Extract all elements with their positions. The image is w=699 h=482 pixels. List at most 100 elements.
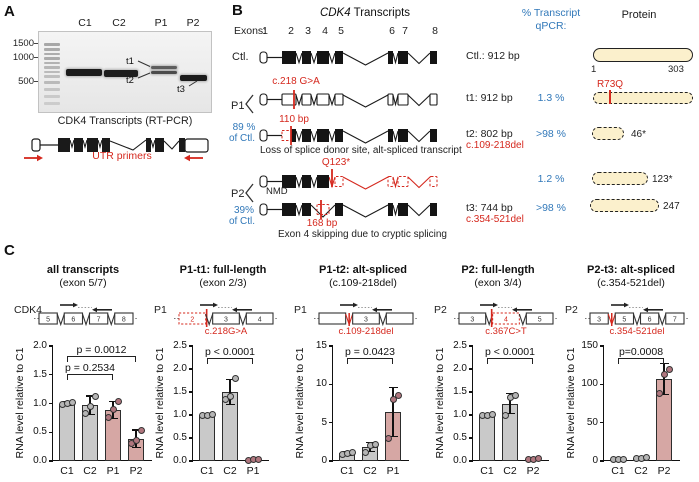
y-tick-mark (328, 383, 333, 385)
x-tick-label: C1 (200, 465, 214, 477)
exon-box-open (281, 93, 297, 106)
error-cap-top (85, 395, 95, 397)
gene-label: P1 (154, 304, 167, 316)
y-tick-mark (48, 345, 53, 347)
intron-line (163, 140, 180, 150)
nmd-protein-end: 123* (652, 174, 673, 185)
exon-box (87, 138, 98, 152)
exon-box-open (397, 93, 409, 106)
forward-primer-arrowhead (37, 154, 43, 162)
t3-caption: Exon 4 skipping due to cryptic splicing (278, 229, 447, 240)
y-tick-mark (188, 414, 193, 416)
exon-number: 3 (364, 317, 368, 324)
y-tick-label: 1.5 (33, 368, 47, 380)
y-tick-label: 2.0 (453, 363, 467, 374)
intron-line (342, 52, 389, 66)
t3-size: t3: 744 bp (466, 202, 513, 214)
gel-marker-1000: 1000 (12, 51, 34, 63)
exon-number-2: 2 (288, 25, 294, 37)
data-point (114, 398, 122, 406)
exons-header: Exons: (234, 25, 267, 37)
panel-a-label: A (4, 3, 15, 20)
y-tick-label: 1.5 (173, 386, 187, 397)
error-cap-bottom (131, 446, 141, 448)
p1-brace (245, 94, 254, 114)
protein-aa-end: 303 (668, 64, 684, 75)
exon-box (398, 51, 408, 64)
exon-number-8: 8 (432, 25, 438, 37)
exon-box-open (259, 203, 268, 216)
exon-number: 6 (71, 317, 75, 324)
x-tick-label: C2 (83, 465, 97, 477)
panel-c-label: C (4, 242, 15, 259)
exon-box-degraded (429, 176, 438, 187)
p2-percent: 39% (233, 205, 254, 216)
y-tick-label: 0 (592, 455, 598, 466)
skip-line (310, 204, 336, 218)
exon-box (317, 51, 329, 64)
gel-band (66, 69, 102, 76)
band-label-t2: t2 (126, 75, 134, 86)
data-point (384, 434, 392, 442)
exon-number-6: 6 (389, 25, 395, 37)
exon-box (388, 203, 393, 216)
y-tick-label: 1.0 (173, 409, 187, 420)
error-cap-bottom (505, 412, 515, 415)
chart-block-p1-t2: P1-t2: alt-spliced (c.109-218del) P1 3 c… (294, 264, 432, 480)
exon-box-open (259, 129, 268, 142)
transcript-mini-diagram: 3 (314, 302, 418, 327)
marker-tick (34, 42, 38, 44)
p-value-label: p < 0.0001 (205, 346, 255, 358)
p2-of-ctl: of Ctl. (228, 216, 256, 227)
ladder-band (44, 66, 60, 69)
bar-plot: 0.0 0.5 1.0 1.5 2.0 2.5 C1 C2 P2 p < 0.0001 (453, 340, 549, 477)
exon-box (291, 129, 296, 142)
intron-line (295, 204, 303, 217)
qpcr-header-line1: % Transcript (521, 7, 581, 19)
exon-box-open (387, 93, 394, 106)
data-point (254, 455, 262, 463)
ladder-band (44, 70, 60, 74)
panel-b-label: B (232, 2, 243, 19)
exon-box (639, 312, 660, 325)
utr3-box (184, 138, 209, 153)
y-tick-mark (468, 345, 473, 347)
ladder-band (44, 95, 60, 98)
ctl-transcript-diagram (259, 51, 437, 66)
exon-box-degraded (387, 176, 394, 187)
x-tick-label: C1 (340, 465, 354, 477)
exon-box (318, 312, 347, 325)
band-label-t3: t3 (177, 84, 185, 95)
reverse-primer-arrowhead (184, 154, 190, 162)
bar-plot: 0.0 0.5 1.0 1.5 2.0 2.5 C1 C2 P1 p < 0.0001 (173, 340, 269, 477)
exon-number: 8 (122, 317, 126, 324)
t2-size: t2: 802 bp (466, 128, 513, 140)
data-point (394, 392, 402, 400)
ladder-band (44, 52, 60, 56)
exon-box (525, 312, 554, 325)
data-point (226, 393, 234, 401)
exon-number-3: 3 (305, 25, 311, 37)
title-rest: Transcripts (350, 7, 411, 19)
data-point (132, 436, 140, 444)
chart-title: P1-t1: full-length (179, 264, 267, 276)
intron-line (97, 139, 103, 150)
y-tick-mark (48, 460, 53, 462)
y-tick-mark (599, 383, 604, 385)
exon-box (398, 203, 408, 216)
t1-protein-bar (593, 92, 693, 104)
intron-line (109, 139, 147, 151)
intron-line (295, 176, 303, 189)
y-tick-mark (468, 391, 473, 393)
y-tick-label: 0.0 (173, 455, 187, 466)
chart-title: P2-t3: alt-spliced (586, 264, 676, 276)
exon-number: 6 (648, 317, 652, 324)
gene-label: CDK4 (14, 304, 43, 316)
exon-box (398, 129, 408, 142)
chart-title: all transcripts (46, 264, 120, 276)
reverse-primer-arrowhead (372, 307, 377, 313)
t1-qpcr-value: 1.3 % (537, 92, 565, 104)
y-tick-mark (599, 460, 604, 462)
exon-box (302, 203, 311, 216)
ctl-row-label: Ctl. (232, 51, 249, 63)
